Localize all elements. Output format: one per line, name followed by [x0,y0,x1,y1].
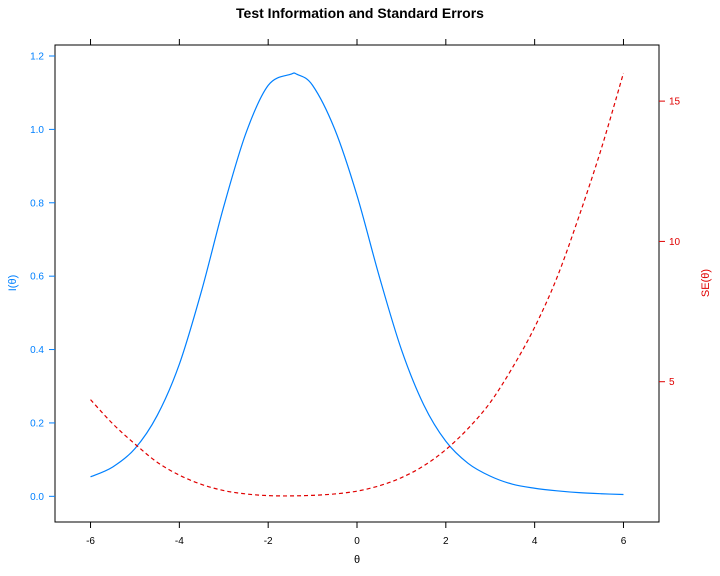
x-tick-label: 0 [354,536,360,547]
x-tick-label: -2 [264,536,273,547]
x-tick-label: -4 [175,536,184,547]
x-tick-label: 6 [621,536,627,547]
y-right-tick-label: 5 [669,377,675,388]
y-axis-left: 0.0 0.2 0.4 0.6 0.8 1.0 1.2 [30,52,55,503]
chart-title: Test Information and Standard Errors [236,5,484,21]
information-curve [90,72,624,496]
y-right-tick-label: 10 [669,237,681,248]
y-axis-left-title: I(θ) [7,275,19,292]
y-axis-right: 5 10 15 [659,97,681,388]
y-left-tick-label: 0.0 [30,492,44,503]
x-axis-bottom: -6 -4 -2 0 2 4 6 [86,522,627,547]
se-curve [90,72,625,497]
plot-frame [54,44,660,523]
y-left-tick-label: 0.8 [30,198,44,209]
x-tick-label: -6 [86,536,95,547]
x-axis-title: θ [354,554,360,566]
series-layer [90,72,625,497]
y-left-tick-label: 0.4 [30,345,44,356]
x-tick-label: 2 [443,536,449,547]
x-axis-top [90,39,624,45]
y-left-tick-label: 1.2 [30,52,44,63]
y-left-tick-label: 0.2 [30,418,44,429]
x-tick-label: 4 [532,536,538,547]
y-left-tick-label: 1.0 [30,125,44,136]
y-axis-right-title: SE(θ) [700,269,712,297]
y-right-tick-label: 15 [669,97,681,108]
y-left-tick-label: 0.6 [30,272,44,283]
